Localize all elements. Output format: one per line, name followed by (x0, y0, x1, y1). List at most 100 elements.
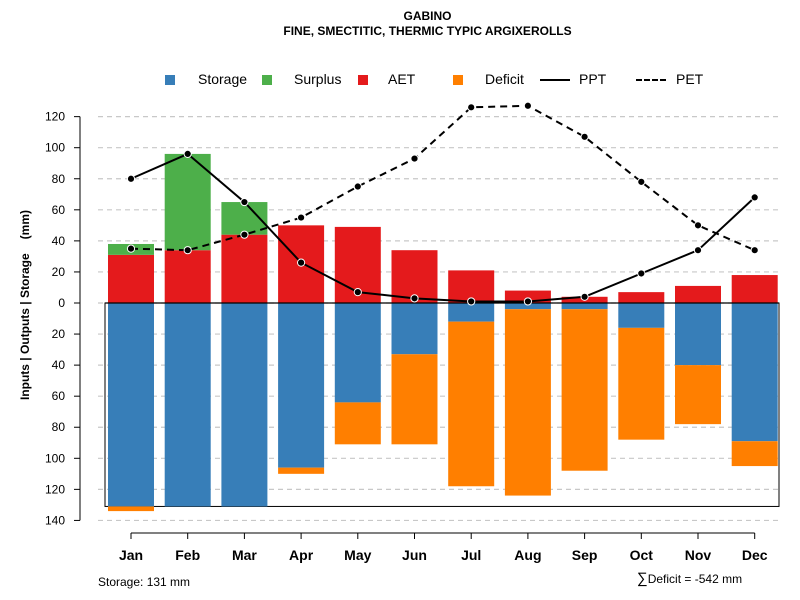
x-tick-label: Jun (402, 547, 427, 563)
legend-item-aet (358, 70, 368, 90)
ppt-point (467, 297, 476, 306)
legend-label-surplus: Surplus (294, 71, 342, 87)
y-tick-label: 40 (52, 358, 66, 372)
pet-point (353, 182, 362, 191)
ppt-point (750, 193, 759, 202)
bar-storage (504, 303, 551, 310)
y-tick-label: 80 (52, 172, 66, 186)
ppt-point (637, 269, 646, 278)
bar-aet (164, 250, 211, 303)
pet-point (240, 230, 249, 239)
pet-line (130, 104, 756, 252)
x-tick-label: Jul (461, 547, 481, 563)
ppt-point (126, 174, 136, 183)
x-tick-label: Mar (232, 547, 257, 563)
bar-storage (618, 303, 665, 328)
ppt-point (580, 292, 589, 301)
legend-label-deficit: Deficit (485, 71, 524, 87)
bar-storage (448, 303, 495, 322)
x-tick-label: Aug (514, 547, 541, 563)
ppt-point (410, 294, 419, 303)
bar-deficit (334, 402, 381, 445)
y-tick-label: 20 (52, 327, 66, 341)
legend-item-surplus (262, 70, 272, 90)
storage-footnote: Storage: 131 mm (98, 575, 191, 589)
bar-deficit (108, 506, 154, 512)
y-tick-label: 60 (52, 389, 66, 403)
legend-label-pet: PET (676, 71, 704, 87)
chart-title: GABINO (403, 9, 452, 23)
legend-label-ppt: PPT (579, 71, 607, 87)
legend-item-ppt (540, 70, 570, 90)
legend-item-deficit (453, 70, 463, 90)
bar-storage (164, 303, 211, 507)
bar-deficit (391, 354, 438, 445)
ppt-point (297, 258, 306, 267)
deficit-footnote: ∑Deficit = -542 mm (637, 570, 742, 587)
bar-deficit (278, 467, 325, 474)
x-tick-label: Dec (742, 547, 768, 563)
y-tick-label: 100 (45, 451, 65, 465)
bar-storage (221, 303, 268, 507)
bar-deficit (504, 309, 551, 496)
x-tick-label: May (344, 547, 371, 563)
bar-aet (221, 234, 268, 303)
legend-swatch-aet (358, 75, 368, 85)
legend-item-storage (165, 70, 175, 90)
x-tick-label: Jan (119, 547, 143, 563)
bar-surplus (164, 153, 211, 251)
x-tick-label: Sep (572, 547, 598, 563)
bar-aet (731, 275, 778, 303)
pet-point (580, 132, 589, 141)
y-tick-label: 120 (45, 482, 65, 496)
y-tick-label: 40 (52, 234, 66, 248)
legend-label-aet: AET (388, 71, 416, 87)
ppt-line (130, 152, 756, 303)
y-tick-label: 20 (52, 265, 66, 279)
bar-storage (731, 303, 778, 442)
y-tick-label: 100 (45, 141, 65, 155)
bar-storage (278, 303, 325, 468)
deficit-footnote-text: Deficit = -542 mm (647, 572, 743, 586)
ppt-point (183, 149, 192, 159)
pet-point (410, 154, 419, 163)
bar-storage (108, 303, 154, 507)
bar-deficit (561, 309, 608, 471)
pet-point (183, 246, 192, 255)
ppt-point (353, 288, 362, 297)
pet-point (523, 101, 533, 110)
bar-deficit (675, 365, 721, 425)
bar-aet (391, 250, 438, 303)
chart-subtitle: FINE, SMECTITIC, THERMIC TYPIC ARGIXEROL… (283, 24, 572, 38)
bar-storage (675, 303, 721, 366)
ppt-point (523, 297, 533, 306)
legend-swatch-surplus (262, 75, 272, 85)
legend-line-pet (636, 79, 666, 81)
pet-point (467, 103, 476, 112)
legend-label-storage: Storage (198, 71, 248, 87)
sum-symbol: ∑ (637, 570, 648, 587)
pet-point (637, 177, 646, 186)
bar-aet (618, 292, 665, 303)
bar-aet (108, 254, 154, 303)
pet-point (297, 213, 306, 222)
x-tick-label: Oct (630, 547, 654, 563)
legend-line-ppt (540, 79, 570, 81)
bar-deficit (731, 441, 778, 467)
x-tick-label: Feb (175, 547, 200, 563)
pet-point (750, 246, 759, 255)
y-tick-label: 80 (52, 420, 66, 434)
legend-swatch-deficit (453, 75, 463, 85)
bar-deficit (618, 327, 665, 440)
y-tick-label: 140 (45, 513, 65, 527)
bar-storage (561, 303, 608, 310)
legend-item-pet (636, 70, 666, 90)
legend-swatch-storage (165, 75, 175, 85)
chart-title-block: GABINO FINE, SMECTITIC, THERMIC TYPIC AR… (0, 9, 800, 39)
y-tick-label: 60 (52, 203, 66, 217)
bar-storage (391, 303, 438, 355)
bar-storage (334, 303, 381, 403)
pet-point (693, 221, 703, 230)
x-tick-label: Nov (685, 547, 712, 563)
